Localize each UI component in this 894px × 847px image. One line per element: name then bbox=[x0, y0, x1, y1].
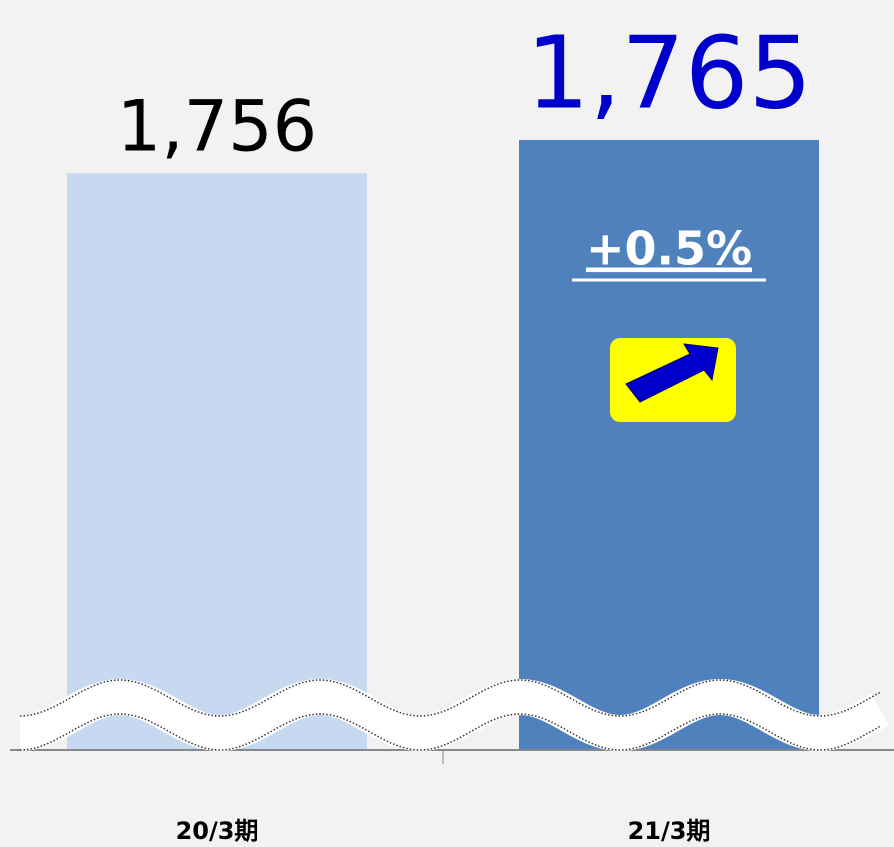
axis-break bbox=[19, 678, 889, 752]
arrow-icon bbox=[625, 343, 719, 403]
value-label: 1,756 bbox=[117, 85, 317, 167]
bar bbox=[67, 173, 367, 751]
x-tick-label: 21/3期 bbox=[628, 817, 711, 845]
x-tick-label: 20/3期 bbox=[176, 817, 259, 845]
growth-annotation: +0.5% bbox=[586, 222, 752, 276]
bar bbox=[519, 139, 819, 750]
value-label: 1,765 bbox=[526, 14, 812, 131]
